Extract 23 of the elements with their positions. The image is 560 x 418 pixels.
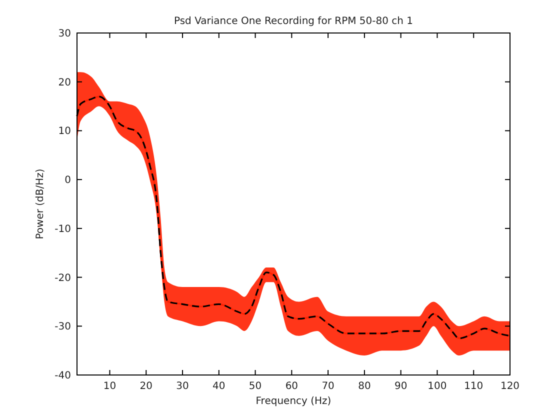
x-tick-label: 110 [464,381,484,392]
x-tick-label: 60 [285,381,298,392]
x-axis-title: Frequency (Hz) [256,396,332,407]
x-tick-label: 70 [322,381,334,392]
x-tick-label: 50 [248,381,262,392]
y-tick-label: 0 [64,175,71,186]
y-tick-label: -40 [54,370,71,382]
x-tick-label: 80 [358,381,371,392]
y-tick-label: -30 [54,322,71,333]
x-tick-label: 10 [103,381,116,392]
y-tick-label: -10 [54,224,71,235]
x-tick-label: 90 [394,381,408,392]
y-tick-label: 20 [58,77,71,88]
y-tick-label: 10 [58,126,71,138]
y-tick-label: 30 [58,28,71,40]
chart-title: Psd Variance One Recording for RPM 50-80 ch 1 [174,16,414,27]
x-tick-label: 30 [176,381,189,392]
x-tick-label: 100 [428,381,447,392]
x-tick-label: 120 [500,381,520,392]
x-tick-label: 20 [140,381,152,392]
y-tick-label: -20 [54,272,71,284]
x-tick-label: 40 [212,381,226,392]
y-axis-title: Power (dB/Hz) [35,168,46,240]
